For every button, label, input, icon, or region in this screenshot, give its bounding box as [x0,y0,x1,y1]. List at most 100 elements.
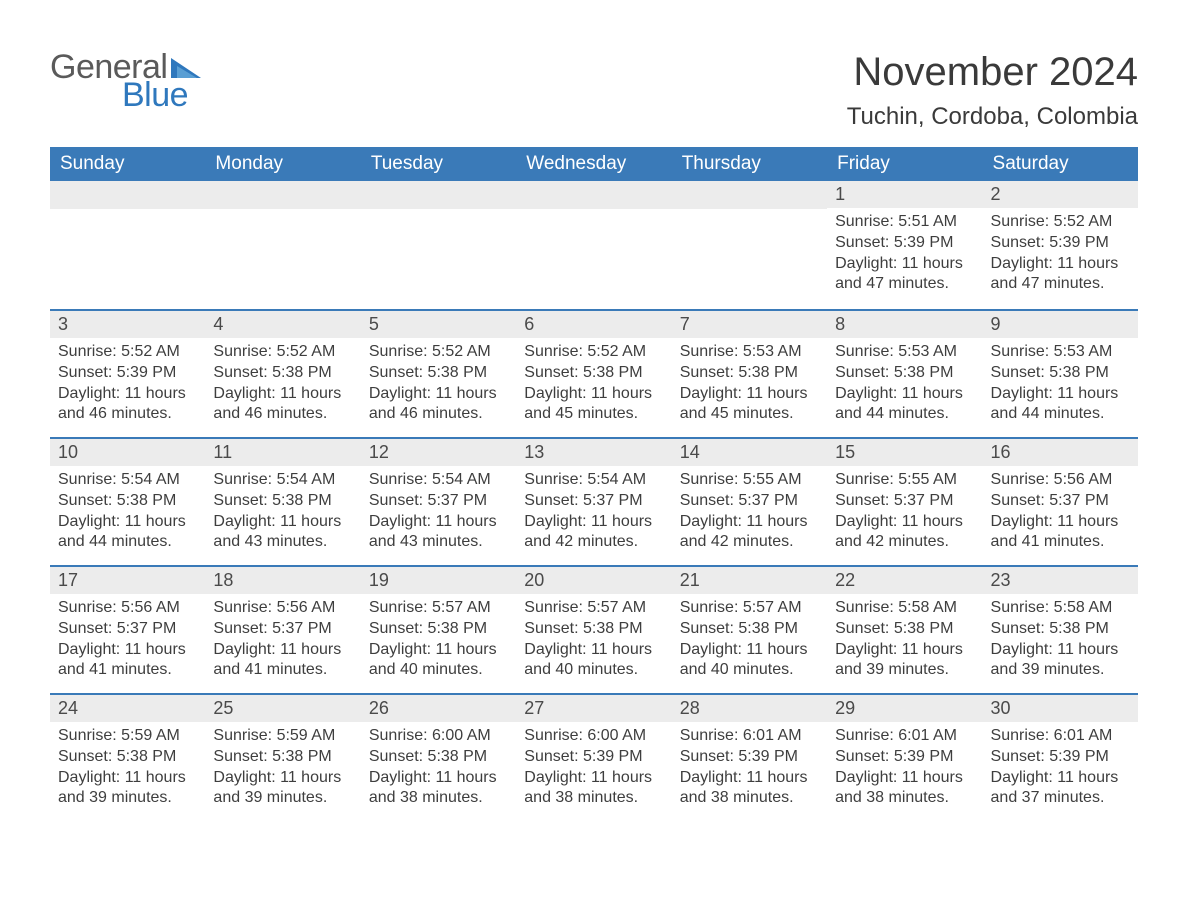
day-details: Sunrise: 5:59 AMSunset: 5:38 PMDaylight:… [205,722,360,817]
sunset-line: Sunset: 5:39 PM [524,747,663,768]
daylight-line: Daylight: 11 hours and 42 minutes. [835,512,974,554]
day-header: Wednesday [516,147,671,181]
calendar-day-cell: 3Sunrise: 5:52 AMSunset: 5:39 PMDaylight… [50,309,205,437]
day-number: 11 [205,437,360,466]
logo-word2: Blue [122,78,207,112]
calendar-day-cell: 9Sunrise: 5:53 AMSunset: 5:38 PMDaylight… [983,309,1138,437]
day-details: Sunrise: 5:54 AMSunset: 5:38 PMDaylight:… [50,466,205,561]
sunrise-line: Sunrise: 5:53 AM [680,342,819,363]
sunset-line: Sunset: 5:38 PM [680,363,819,384]
calendar-day-cell: 25Sunrise: 5:59 AMSunset: 5:38 PMDayligh… [205,693,360,821]
sunset-line: Sunset: 5:39 PM [991,233,1130,254]
sunrise-line: Sunrise: 5:59 AM [213,726,352,747]
day-header: Monday [205,147,360,181]
day-number: 8 [827,309,982,338]
sunset-line: Sunset: 5:38 PM [58,747,197,768]
sunrise-line: Sunrise: 5:52 AM [58,342,197,363]
month-title: November 2024 [847,50,1138,95]
day-number: 12 [361,437,516,466]
sunrise-line: Sunrise: 5:58 AM [991,598,1130,619]
daylight-line: Daylight: 11 hours and 43 minutes. [369,512,508,554]
calendar-day-cell: 20Sunrise: 5:57 AMSunset: 5:38 PMDayligh… [516,565,671,693]
calendar-week-row: 3 Sunrise: 5:52 AMSunset: 5:39 PM Daylight… [50,309,1138,437]
calendar-day-cell: 26Sunrise: 6:00 AMSunset: 5:38 PMDayligh… [361,693,516,821]
day-header: Saturday [983,147,1138,181]
sunrise-line: Sunrise: 5:58 AM [835,598,974,619]
day-number: 18 [205,565,360,594]
sunset-line: Sunset: 5:39 PM [835,747,974,768]
sunset-line: Sunset: 5:39 PM [835,233,974,254]
title-block: November 2024 Tuchin, Cordoba, Colombia [847,50,1138,131]
day-details: Sunrise: 5:52 AMSunset: 5:38 PMDaylight:… [205,338,360,433]
sunrise-line: Sunrise: 5:56 AM [58,598,197,619]
day-number: 14 [672,437,827,466]
daylight-line: Daylight: 11 hours and 38 minutes. [835,768,974,810]
sunrise-line: Sunrise: 6:01 AM [835,726,974,747]
sunset-line: Sunset: 5:38 PM [213,747,352,768]
day-details: Sunrise: 5:52 AMSunset: 5:38 PMDaylight:… [361,338,516,433]
day-details: Sunrise: 5:57 AMSunset: 5:38 PMDaylight:… [672,594,827,689]
day-details: Sunrise: 5:55 AMSunset: 5:37 PMDaylight:… [827,466,982,561]
calendar-day-cell: 24Sunrise: 5:59 AMSunset: 5:38 PMDayligh… [50,693,205,821]
day-details: Sunrise: 5:51 AMSunset: 5:39 PMDaylight:… [827,208,982,303]
sunset-line: Sunset: 5:37 PM [524,491,663,512]
sunset-line: Sunset: 5:38 PM [991,619,1130,640]
day-header-row: SundayMondayTuesdayWednesdayThursdayFrid… [50,147,1138,181]
calendar-table: SundayMondayTuesdayWednesdayThursdayFrid… [50,147,1138,821]
calendar-day-cell: 17Sunrise: 5:56 AMSunset: 5:37 PMDayligh… [50,565,205,693]
calendar-empty-cell [50,181,205,309]
sunset-line: Sunset: 5:39 PM [680,747,819,768]
day-details: Sunrise: 5:53 AMSunset: 5:38 PMDaylight:… [983,338,1138,433]
daylight-line: Daylight: 11 hours and 42 minutes. [680,512,819,554]
daylight-line: Daylight: 11 hours and 39 minutes. [58,768,197,810]
day-number: 7 [672,309,827,338]
day-header: Friday [827,147,982,181]
empty-day-bar [516,181,671,209]
calendar-day-cell: 12Sunrise: 5:54 AMSunset: 5:37 PMDayligh… [361,437,516,565]
calendar-week-row: 17Sunrise: 5:56 AMSunset: 5:37 PMDayligh… [50,565,1138,693]
day-details: Sunrise: 5:58 AMSunset: 5:38 PMDaylight:… [827,594,982,689]
sunset-line: Sunset: 5:38 PM [524,363,663,384]
daylight-line: Daylight: 11 hours and 39 minutes. [213,768,352,810]
day-number: 10 [50,437,205,466]
daylight-line: Daylight: 11 hours and 37 minutes. [991,768,1130,810]
sunrise-line: Sunrise: 5:53 AM [835,342,974,363]
calendar-empty-cell [205,181,360,309]
calendar-day-cell: 28Sunrise: 6:01 AMSunset: 5:39 PMDayligh… [672,693,827,821]
calendar-day-cell: 19Sunrise: 5:57 AMSunset: 5:38 PMDayligh… [361,565,516,693]
sunset-line: Sunset: 5:38 PM [213,491,352,512]
sunset-line: Sunset: 5:39 PM [58,363,197,384]
day-number: 28 [672,693,827,722]
sunset-line: Sunset: 5:37 PM [991,491,1130,512]
day-number: 13 [516,437,671,466]
daylight-line: Daylight: 11 hours and 41 minutes. [58,640,197,682]
day-number: 21 [672,565,827,594]
sunset-line: Sunset: 5:37 PM [680,491,819,512]
day-details: Sunrise: 6:00 AMSunset: 5:39 PMDaylight:… [516,722,671,817]
sunrise-line: Sunrise: 5:53 AM [991,342,1130,363]
daylight-line: Daylight: 11 hours and 40 minutes. [680,640,819,682]
empty-day-bar [361,181,516,209]
sunrise-line: Sunrise: 5:54 AM [369,470,508,491]
sunrise-line: Sunrise: 5:52 AM [991,212,1130,233]
day-number: 22 [827,565,982,594]
sunset-line: Sunset: 5:39 PM [991,747,1130,768]
day-number: 20 [516,565,671,594]
sunset-line: Sunset: 5:38 PM [680,619,819,640]
day-number: 26 [361,693,516,722]
calendar-empty-cell [516,181,671,309]
calendar-day-cell: 5Sunrise: 5:52 AMSunset: 5:38 PMDaylight… [361,309,516,437]
sunrise-line: Sunrise: 6:01 AM [991,726,1130,747]
day-number: 9 [983,309,1138,338]
sunset-line: Sunset: 5:38 PM [524,619,663,640]
calendar-day-cell: 30Sunrise: 6:01 AMSunset: 5:39 PMDayligh… [983,693,1138,821]
calendar-week-row: 24Sunrise: 5:59 AMSunset: 5:38 PMDayligh… [50,693,1138,821]
daylight-line: Daylight: 11 hours and 46 minutes. [369,384,508,426]
daylight-line: Daylight: 11 hours and 43 minutes. [213,512,352,554]
daylight-line: Daylight: 11 hours and 47 minutes. [835,254,974,296]
day-number: 3 [50,309,205,338]
sunrise-line: Sunrise: 5:54 AM [58,470,197,491]
sunset-line: Sunset: 5:37 PM [58,619,197,640]
sunset-line: Sunset: 5:38 PM [835,619,974,640]
day-number: 23 [983,565,1138,594]
